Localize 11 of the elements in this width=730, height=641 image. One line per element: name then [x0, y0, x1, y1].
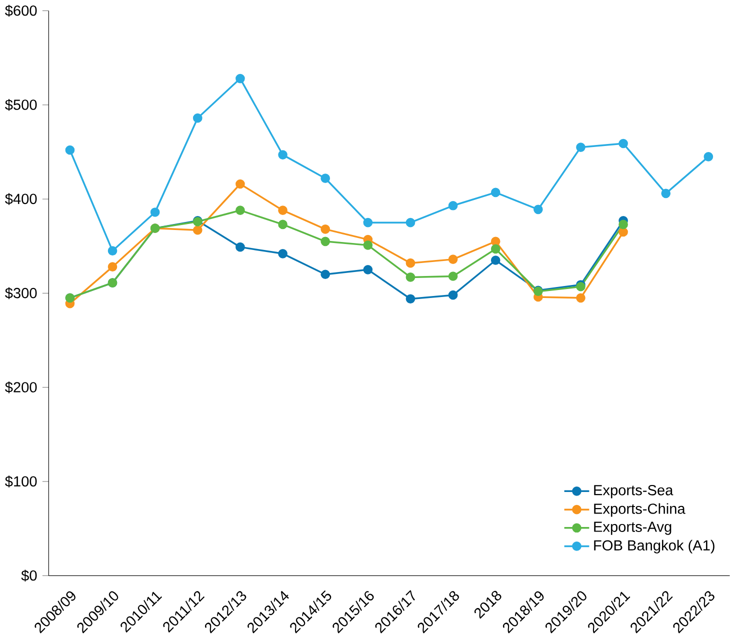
y-tick-label: $500: [5, 99, 37, 111]
y-tick-label: $100: [5, 476, 37, 488]
y-tick-label: $200: [5, 382, 37, 394]
legend-label: Exports-Avg: [594, 522, 672, 535]
y-tick-label: $0: [21, 570, 37, 582]
legend-label: Exports-Sea: [594, 485, 674, 498]
y-tick-label: $600: [5, 4, 37, 17]
y-tick-label: $400: [5, 193, 37, 206]
legend-label: Exports-China: [594, 503, 686, 517]
y-tick-label: $300: [5, 287, 37, 300]
legend-label: FOB Bangkok (A1): [594, 540, 714, 554]
